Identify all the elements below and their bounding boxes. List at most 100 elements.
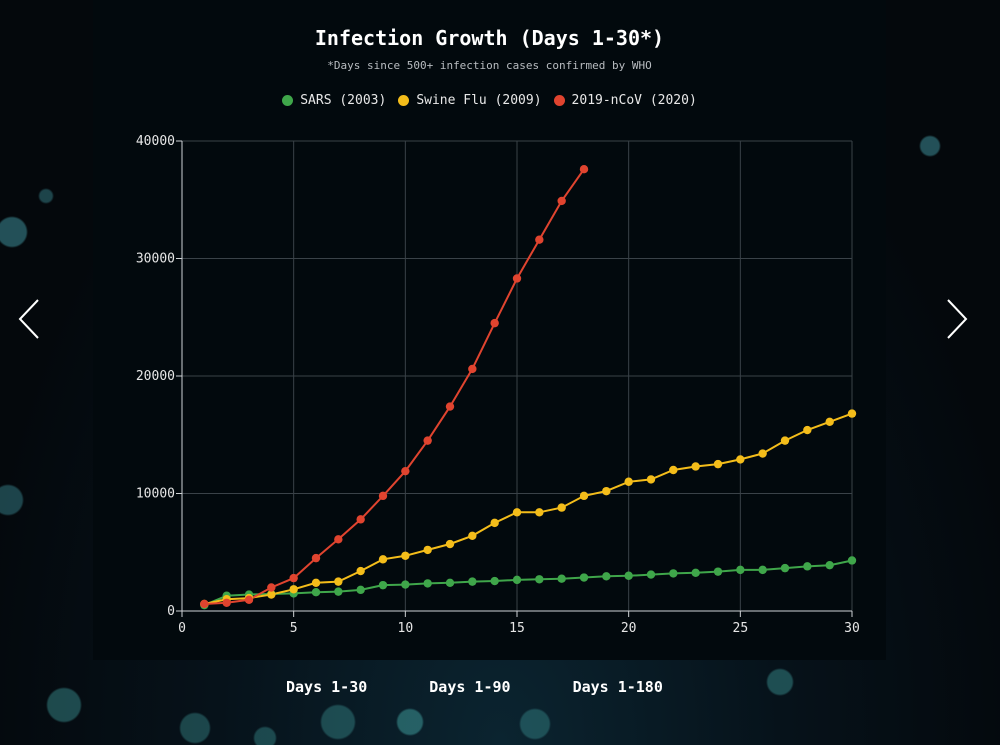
data-point-sars[interactable] (334, 587, 343, 596)
data-point-ncov[interactable] (200, 599, 209, 609)
data-point-swine-flu[interactable] (401, 551, 410, 560)
x-tick-label: 20 (621, 621, 637, 636)
chevron-right-icon (947, 299, 968, 339)
data-point-sars[interactable] (646, 570, 656, 579)
data-point-swine-flu[interactable] (602, 486, 611, 496)
data-point-ncov[interactable] (535, 235, 544, 244)
tab-days-1-90[interactable]: Days 1-90 (429, 678, 511, 696)
data-point-sars[interactable] (825, 560, 834, 570)
data-point-swine-flu[interactable] (691, 462, 700, 471)
data-point-swine-flu[interactable] (624, 477, 633, 486)
data-point-swine-flu[interactable] (535, 508, 544, 517)
data-point-sars[interactable] (512, 575, 522, 585)
data-point-ncov[interactable] (311, 553, 321, 563)
line-chart: 0 5 10 15 20 25 30 0 10000 20000 30000 40000 (136, 134, 860, 636)
data-point-ncov[interactable] (378, 491, 388, 501)
data-point-swine-flu[interactable] (311, 578, 321, 587)
data-point-sars[interactable] (535, 575, 544, 584)
data-point-ncov[interactable] (289, 573, 298, 583)
data-point-sars[interactable] (602, 572, 611, 581)
legend-label-ncov: 2019-nCoV (2020) (571, 93, 697, 108)
data-point-sars[interactable] (624, 571, 633, 580)
data-point-ncov[interactable] (512, 274, 522, 283)
series-line-swine-flu (204, 412, 853, 605)
data-point-ncov[interactable] (490, 318, 499, 328)
data-point-swine-flu[interactable] (334, 577, 343, 586)
series-lines (203, 168, 853, 607)
tab-days-1-30[interactable]: Days 1-30 (286, 678, 368, 696)
data-point-swine-flu[interactable] (512, 508, 522, 517)
data-point-sars[interactable] (423, 579, 432, 588)
previous-button[interactable] (16, 298, 46, 340)
data-point-swine-flu[interactable] (736, 455, 745, 464)
data-point-swine-flu[interactable] (557, 503, 566, 512)
data-point-swine-flu[interactable] (579, 491, 589, 501)
data-point-sars[interactable] (669, 569, 678, 578)
data-point-ncov[interactable] (579, 165, 589, 174)
data-point-sars[interactable] (691, 568, 700, 578)
data-point-swine-flu[interactable] (445, 539, 455, 549)
data-point-ncov[interactable] (244, 595, 254, 605)
data-point-ncov[interactable] (468, 364, 477, 374)
chart-panel (93, 0, 886, 660)
y-tick-label: 40000 (136, 134, 175, 149)
y-tick-label: 0 (167, 604, 175, 619)
chart-subtitle: *Days since 500+ infection cases confirm… (327, 59, 652, 72)
x-tick-label: 10 (398, 621, 414, 636)
data-point-sars[interactable] (401, 580, 410, 589)
series-line-sars (203, 559, 853, 607)
data-point-sars[interactable] (803, 562, 812, 571)
data-point-sars[interactable] (579, 573, 589, 582)
data-point-swine-flu[interactable] (646, 475, 656, 484)
legend-label-swine-flu: Swine Flu (2009) (416, 93, 542, 108)
data-point-ncov[interactable] (423, 436, 432, 445)
data-point-swine-flu[interactable] (669, 465, 678, 475)
data-point-sars[interactable] (468, 577, 477, 586)
y-tick-label: 20000 (136, 369, 175, 384)
data-point-swine-flu[interactable] (378, 555, 388, 564)
data-point-ncov[interactable] (401, 466, 410, 476)
data-point-swine-flu[interactable] (468, 531, 477, 540)
data-point-sars[interactable] (736, 565, 745, 575)
tab-days-1-180[interactable]: Days 1-180 (572, 678, 663, 696)
data-point-sars[interactable] (713, 567, 723, 576)
legend-item-ncov[interactable]: 2019-nCoV (2020) (553, 93, 697, 108)
y-tick-label: 30000 (136, 252, 175, 267)
data-point-ncov[interactable] (356, 515, 365, 524)
data-point-sars[interactable] (356, 585, 365, 595)
data-point-ncov[interactable] (222, 598, 231, 607)
axes: 0 5 10 15 20 25 30 0 10000 20000 30000 40000 (136, 134, 860, 636)
data-point-swine-flu[interactable] (267, 590, 276, 599)
data-point-swine-flu[interactable] (758, 449, 767, 458)
data-point-ncov[interactable] (334, 535, 343, 544)
data-point-swine-flu[interactable] (490, 518, 499, 528)
series-line-ncov (204, 168, 585, 605)
data-point-swine-flu[interactable] (423, 545, 432, 555)
data-point-sars[interactable] (847, 556, 857, 565)
legend-item-swine-flu[interactable]: Swine Flu (2009) (398, 93, 542, 108)
x-tick-label: 5 (290, 621, 298, 636)
data-point-swine-flu[interactable] (825, 417, 834, 427)
data-point-sars[interactable] (557, 574, 566, 583)
range-tabs: Days 1-30 Days 1-90 Days 1-180 (286, 678, 663, 696)
data-point-ncov[interactable] (445, 402, 455, 411)
data-point-sars[interactable] (445, 578, 455, 587)
data-point-sars[interactable] (378, 580, 388, 590)
data-point-sars[interactable] (311, 588, 321, 597)
data-point-ncov[interactable] (557, 196, 566, 206)
data-point-swine-flu[interactable] (847, 409, 857, 418)
data-point-sars[interactable] (490, 576, 499, 586)
data-point-swine-flu[interactable] (803, 425, 812, 435)
data-point-sars[interactable] (780, 563, 790, 573)
data-point-swine-flu[interactable] (713, 459, 723, 469)
x-tick-label: 30 (844, 621, 860, 636)
data-point-sars[interactable] (758, 565, 767, 575)
legend-item-sars[interactable]: SARS (2003) (282, 93, 386, 108)
data-point-swine-flu[interactable] (289, 585, 298, 594)
data-point-swine-flu[interactable] (780, 436, 790, 445)
next-button[interactable] (942, 298, 972, 340)
legend-label-sars: SARS (2003) (300, 93, 387, 108)
x-tick-label: 15 (509, 621, 525, 636)
data-point-swine-flu[interactable] (356, 566, 365, 576)
data-point-ncov[interactable] (267, 583, 276, 592)
